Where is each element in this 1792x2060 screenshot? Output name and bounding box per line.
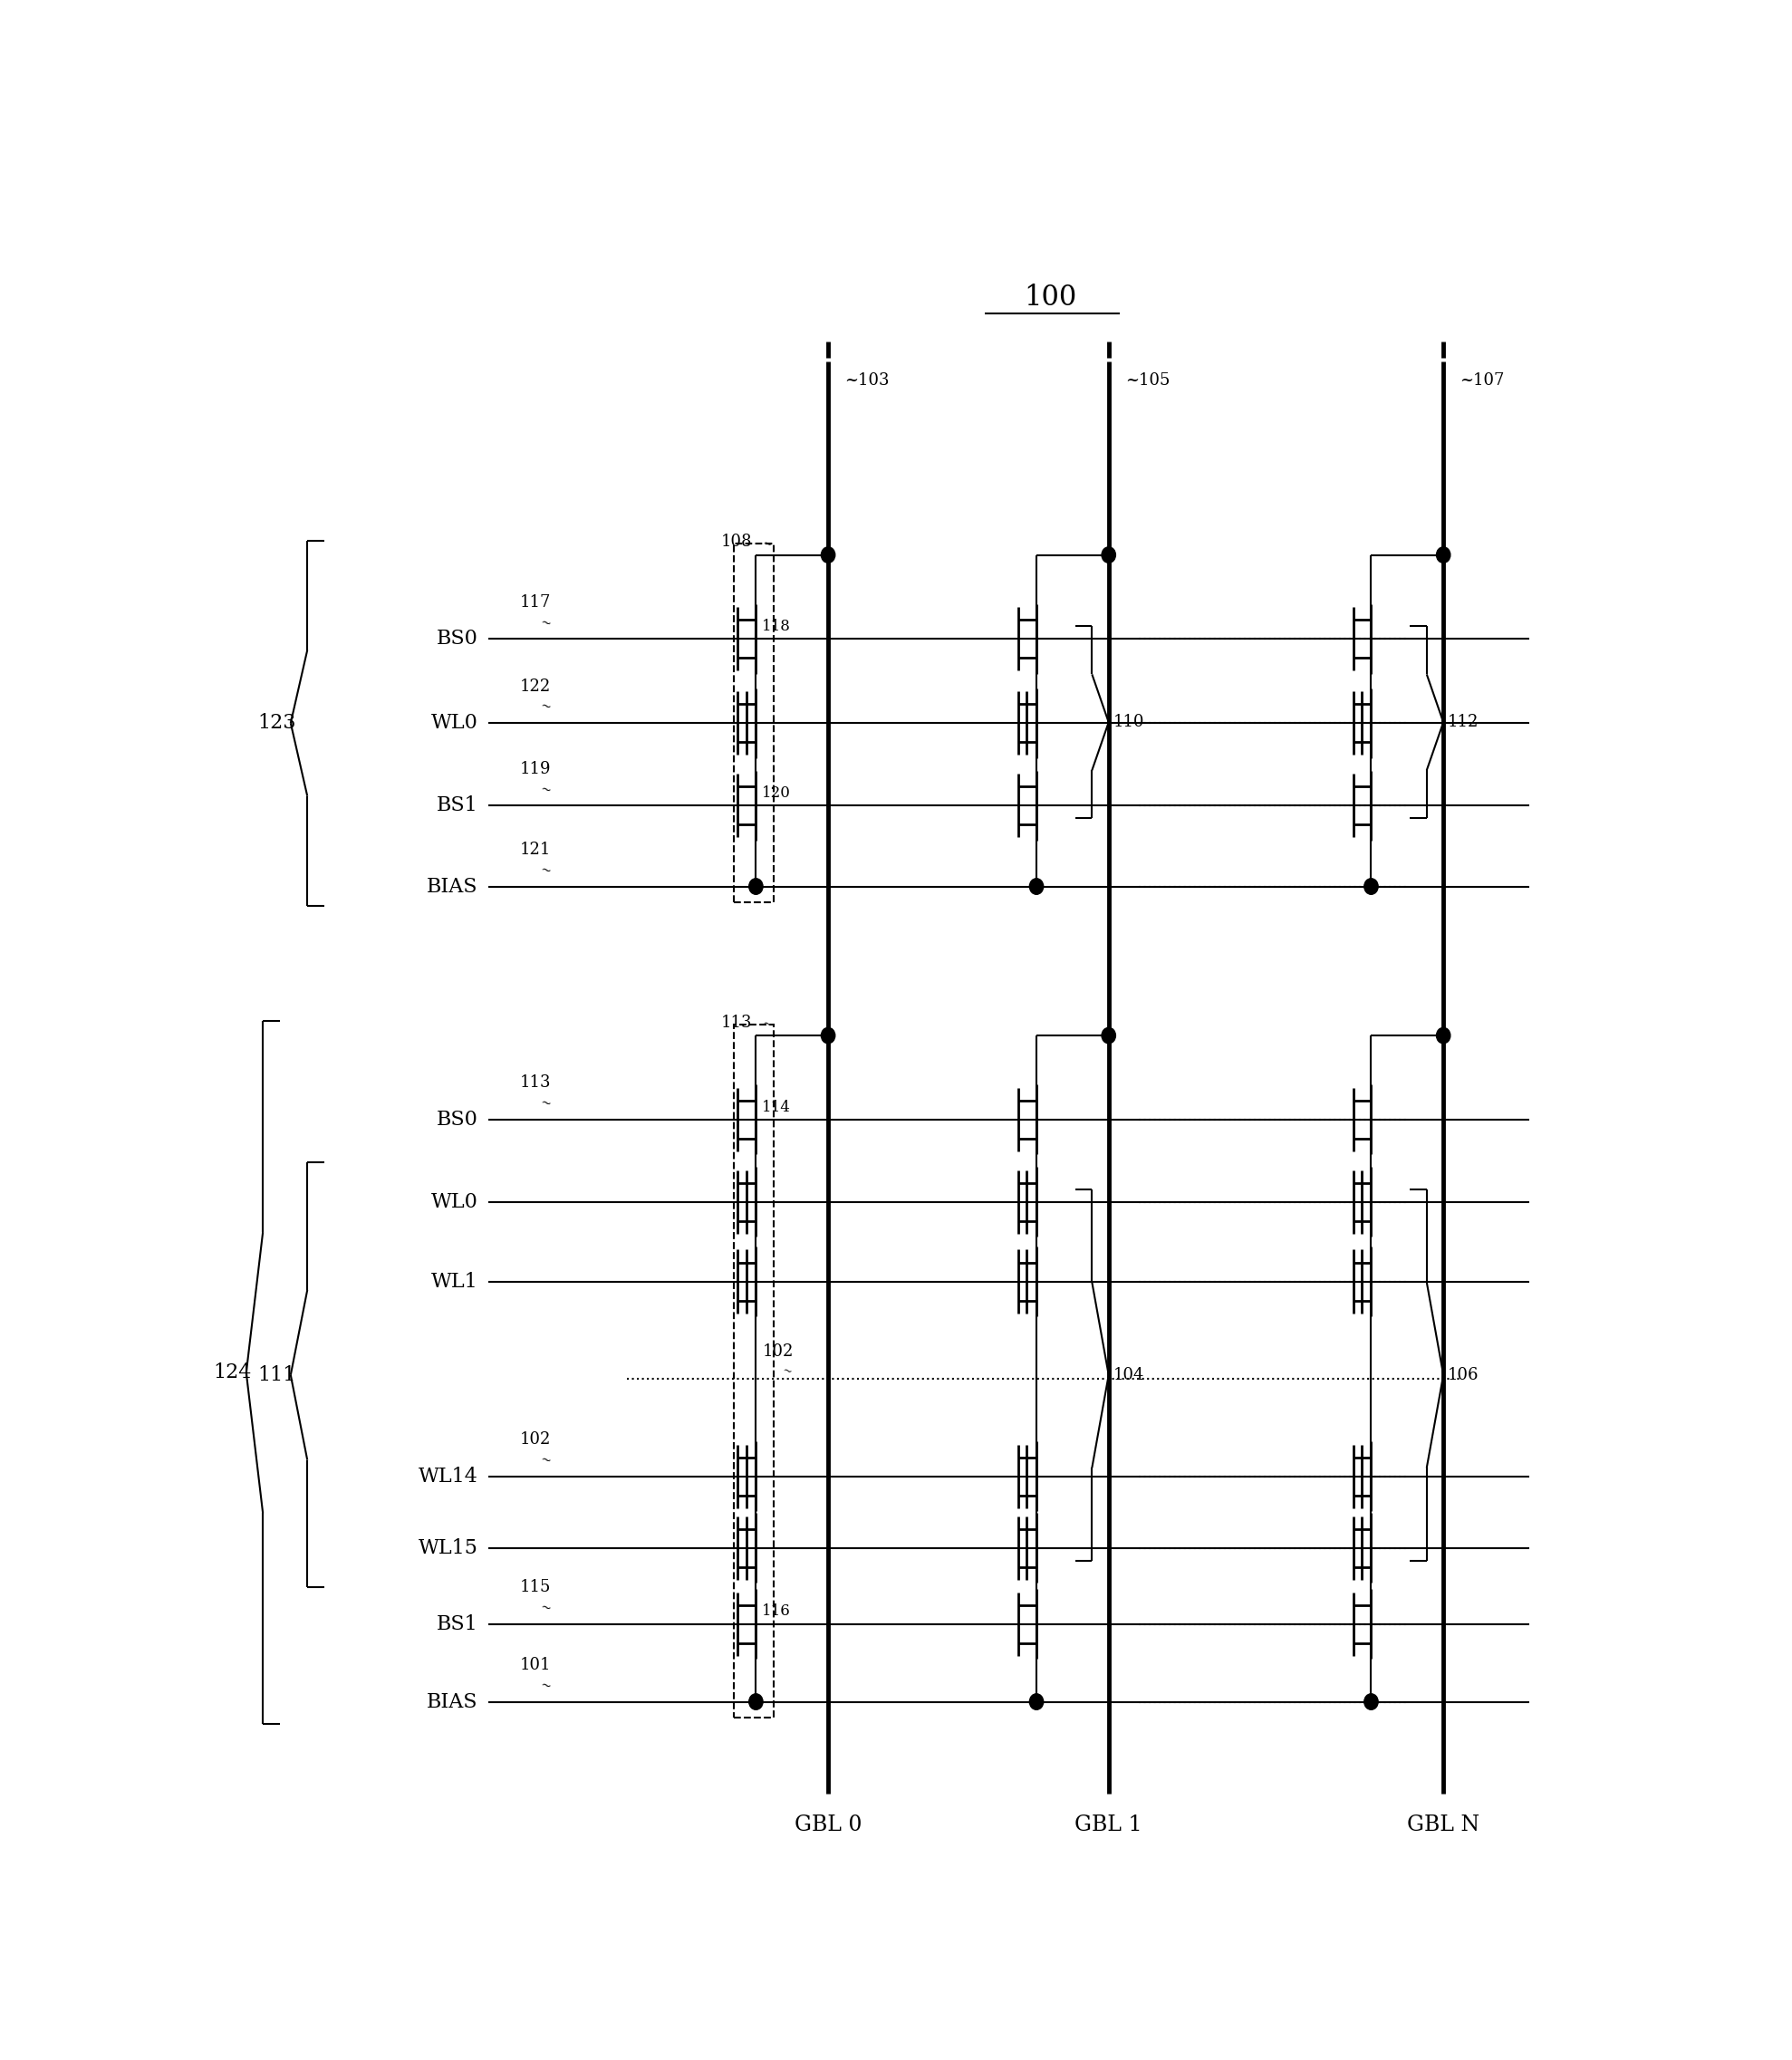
Text: 120: 120 [762,785,790,801]
Text: 123: 123 [258,713,296,733]
Text: ~105: ~105 [1125,373,1170,389]
Text: ~: ~ [539,863,552,878]
Text: 106: 106 [1448,1368,1478,1382]
Text: ~103: ~103 [844,373,889,389]
Text: ~: ~ [539,1452,552,1469]
Circle shape [1030,878,1043,894]
Text: 113: 113 [720,1014,753,1030]
Text: ~: ~ [539,616,552,630]
Bar [733,1024,774,1718]
Text: 113: 113 [520,1075,552,1092]
Text: WL0: WL0 [432,713,478,733]
Text: ~: ~ [539,783,552,797]
Text: WL15: WL15 [419,1539,478,1557]
Text: ~: ~ [539,700,552,715]
Bar [733,544,774,902]
Text: 114: 114 [762,1100,790,1114]
Text: 122: 122 [520,678,550,694]
Text: GBL 0: GBL 0 [794,1815,862,1835]
Text: 118: 118 [762,618,790,634]
Circle shape [821,1028,835,1044]
Text: ~: ~ [781,1364,794,1378]
Text: BIAS: BIAS [426,1691,478,1712]
Text: BS0: BS0 [437,628,478,649]
Text: WL0: WL0 [432,1193,478,1211]
Circle shape [1102,548,1116,562]
Circle shape [1030,1693,1043,1710]
Circle shape [1437,1028,1450,1044]
Text: GBL N: GBL N [1407,1815,1480,1835]
Text: 104: 104 [1113,1368,1143,1382]
Text: 102: 102 [763,1343,794,1360]
Text: 108: 108 [720,534,753,550]
Text: 117: 117 [520,593,550,610]
Circle shape [1364,1693,1378,1710]
Text: ~: ~ [762,1018,774,1032]
Text: 110: 110 [1113,715,1143,731]
Text: 101: 101 [520,1656,552,1673]
Text: 111: 111 [258,1366,296,1384]
Text: ~: ~ [539,1601,552,1615]
Text: ~: ~ [762,538,774,550]
Circle shape [821,548,835,562]
Text: WL14: WL14 [419,1467,478,1487]
Circle shape [749,1693,763,1710]
Text: BS0: BS0 [437,1110,478,1129]
Text: ~107: ~107 [1460,373,1505,389]
Text: GBL 1: GBL 1 [1075,1815,1143,1835]
Text: ~: ~ [539,1096,552,1110]
Text: 121: 121 [520,843,550,857]
Text: 112: 112 [1448,715,1478,731]
Text: 116: 116 [762,1605,790,1619]
Text: WL1: WL1 [432,1271,478,1292]
Text: BS1: BS1 [437,1615,478,1634]
Text: 102: 102 [520,1432,550,1448]
Text: ~: ~ [539,1679,552,1693]
Text: 119: 119 [520,760,552,777]
Text: 115: 115 [520,1580,550,1594]
Circle shape [1437,548,1450,562]
Circle shape [749,878,763,894]
Text: BS1: BS1 [437,795,478,816]
Text: 124: 124 [213,1362,251,1382]
Circle shape [1102,1028,1116,1044]
Text: BIAS: BIAS [426,876,478,896]
Circle shape [1364,878,1378,894]
Text: 100: 100 [1023,284,1077,311]
